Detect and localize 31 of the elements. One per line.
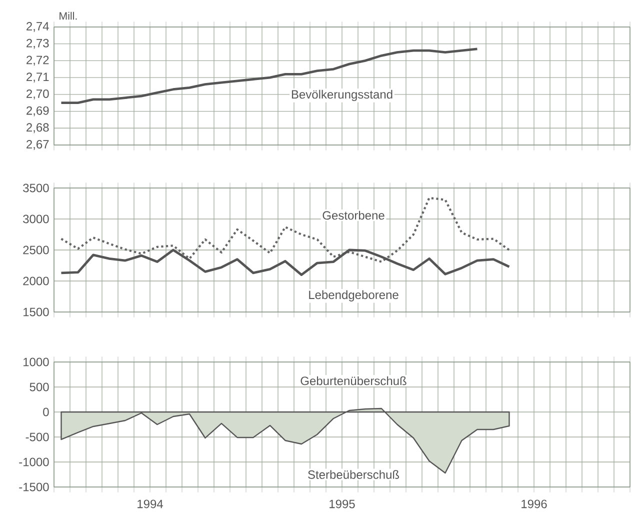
y-tick-label: 2,70: [26, 89, 49, 100]
x-tick-label: 1994: [138, 500, 163, 508]
y-tick-label: 1500: [24, 308, 49, 316]
y-tick-label: 2,72: [26, 56, 49, 66]
y-tick-label: 2,71: [26, 72, 49, 83]
y-tick-label: -500: [26, 432, 49, 442]
x-tick-label: 1996: [522, 500, 547, 508]
y-tick-label: -1000: [19, 458, 49, 466]
y-tick-label: 3500: [23, 184, 49, 192]
series-label: Bevölkerungsstand: [292, 90, 392, 102]
line-series: [60, 196, 510, 263]
x-tick-label: 1995: [330, 500, 355, 508]
y-tick-label: 2,69: [26, 106, 49, 116]
y-tick-label: 0: [43, 408, 49, 416]
y-tick-label: 500: [30, 382, 49, 392]
y-tick-label: 2,67: [26, 140, 49, 150]
y-tick-label: 1000: [24, 358, 49, 366]
line-series: [60, 48, 478, 104]
y-axis-title: Mill.: [60, 12, 77, 20]
y-tick-label: 2500: [23, 246, 49, 254]
y-tick-label: -1500: [19, 482, 49, 492]
y-tick-label: 2,74: [26, 22, 49, 32]
annotation: Geburtenüberschuß: [300, 376, 406, 386]
y-tick-label: 2,68: [26, 123, 49, 134]
y-tick-label: 2000: [23, 276, 49, 286]
y-tick-label: 2,73: [26, 38, 49, 49]
line-series: [60, 248, 510, 276]
series-label: Gestorbene: [322, 210, 384, 220]
series-label: Lebendgeborene: [309, 290, 398, 302]
y-tick-label: 3000: [23, 214, 49, 224]
annotation: Sterbeüberschuß: [308, 470, 400, 479]
